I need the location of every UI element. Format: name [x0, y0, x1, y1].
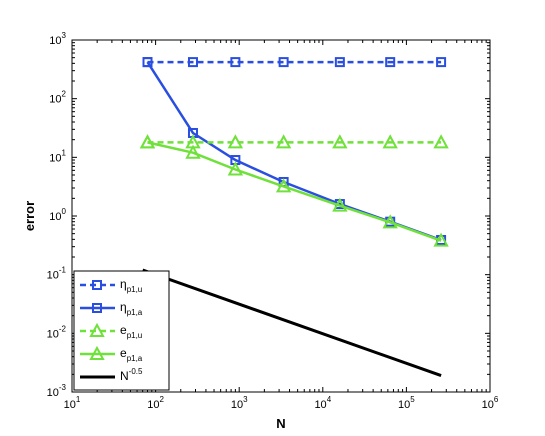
x-tick-label: 105	[398, 395, 415, 411]
data-point-marker	[230, 57, 241, 68]
x-tick-label: 102	[147, 395, 164, 411]
data-point-marker	[332, 197, 348, 212]
legend: ηp1,u ηp1,a ep1,u ep1,a N-0.5	[73, 270, 170, 391]
data-point-marker	[227, 134, 244, 149]
y-tick-label: 10-3	[47, 383, 67, 399]
data-point-marker	[433, 232, 449, 247]
data-point-marker	[382, 134, 398, 149]
data-point-marker	[275, 134, 292, 149]
data-point-marker	[185, 144, 201, 159]
y-tick-label: 102	[49, 90, 66, 106]
legend-box	[73, 270, 170, 391]
series-4	[139, 134, 449, 247]
x-tick-label: 104	[314, 395, 331, 411]
x-tick-label: 101	[64, 395, 81, 411]
x-tick-label: 106	[482, 395, 499, 411]
data-point-marker	[382, 214, 398, 229]
series-line	[147, 141, 442, 242]
data-point-marker	[139, 134, 156, 149]
series-line	[142, 268, 442, 378]
y-tick-label: 100	[49, 207, 66, 223]
y-tick-label: 10-2	[47, 324, 67, 340]
x-tick-label: 103	[231, 395, 248, 411]
legend-label: ηp1,u	[120, 277, 142, 294]
legend-swatch-marker	[92, 280, 102, 290]
legend-label: ep1,a	[120, 346, 143, 363]
y-axis-title: error	[22, 201, 37, 231]
x-axis-title: N	[276, 416, 285, 431]
data-point-marker	[433, 134, 449, 149]
data-point-marker	[385, 57, 396, 68]
legend-swatch-marker	[89, 345, 105, 360]
data-point-marker	[227, 161, 244, 176]
data-point-marker	[275, 178, 292, 193]
legend-label: N-0.5	[120, 367, 143, 383]
y-tick-label: 10-1	[47, 266, 67, 282]
data-point-marker	[334, 57, 345, 68]
legend-label: ep1,u	[120, 323, 142, 340]
data-point-marker	[332, 134, 348, 149]
series-5	[142, 268, 442, 378]
legend-swatch-marker	[89, 322, 105, 337]
legend-label: ηp1,a	[120, 300, 143, 317]
series-group	[139, 57, 449, 378]
data-point-marker	[436, 57, 447, 68]
data-point-marker	[187, 57, 198, 68]
data-point-marker	[142, 57, 153, 68]
y-tick-label: 101	[49, 148, 66, 164]
data-point-marker	[278, 57, 289, 68]
legend-swatch-marker	[92, 303, 102, 313]
y-tick-label: 103	[49, 31, 66, 47]
